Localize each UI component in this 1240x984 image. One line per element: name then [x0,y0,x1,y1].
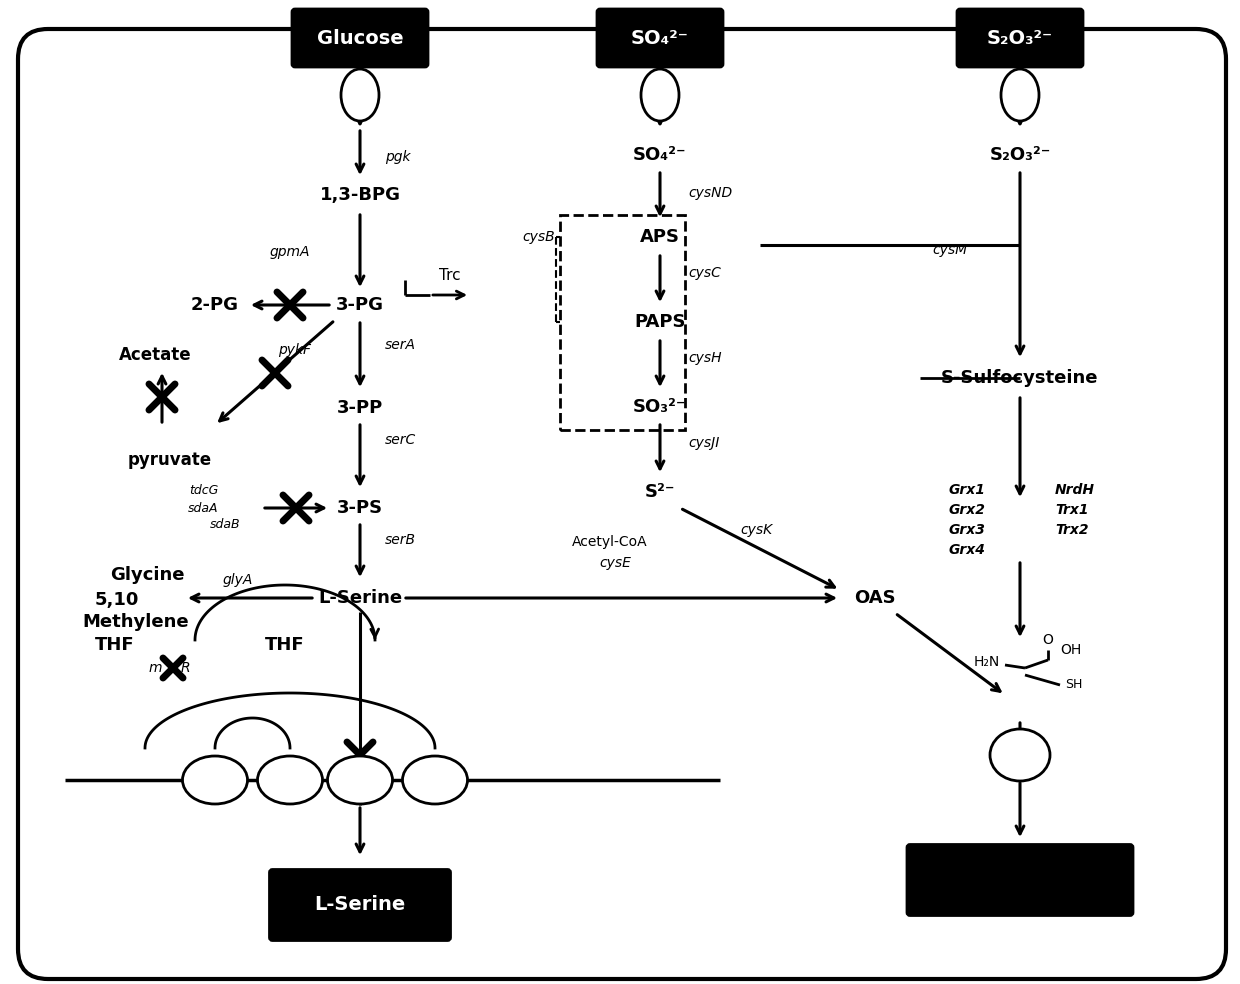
Text: serB: serB [384,533,415,547]
Text: pykF: pykF [279,343,311,357]
Text: gpmA: gpmA [269,245,310,259]
Text: glyA: glyA [223,573,253,587]
Text: cysM: cysM [932,243,967,257]
FancyBboxPatch shape [291,9,428,67]
Text: SO₃²⁻: SO₃²⁻ [634,398,687,416]
Text: sstT: sstT [201,773,229,787]
Text: Trc: Trc [439,268,461,282]
Text: cysB: cysB [522,230,556,244]
Text: SO₄²⁻: SO₄²⁻ [631,29,689,47]
Text: S²⁻: S²⁻ [645,483,676,501]
Text: cysH: cysH [688,351,722,365]
Text: THF: THF [265,636,305,654]
Text: O: O [1043,633,1054,647]
FancyBboxPatch shape [19,29,1226,979]
Text: 3-PP: 3-PP [337,399,383,417]
Text: Trx2: Trx2 [1055,523,1089,537]
Text: H₂N: H₂N [973,655,999,669]
Text: L-Serine: L-Serine [315,895,405,914]
Text: S₂O₃²⁻: S₂O₃²⁻ [990,146,1050,164]
Text: cysND: cysND [688,186,732,200]
Text: NrdH: NrdH [1055,483,1095,497]
Text: SO₄²⁻: SO₄²⁻ [634,146,687,164]
Text: Glycine: Glycine [110,566,185,584]
Text: sdaB: sdaB [210,519,241,531]
Ellipse shape [182,756,248,804]
Text: serC: serC [384,433,417,447]
Text: Acetyl-CoA: Acetyl-CoA [572,535,647,549]
Text: tdcC: tdcC [274,773,306,787]
Text: OH: OH [1060,643,1081,657]
Text: APS: APS [640,228,680,246]
Ellipse shape [641,69,680,121]
Text: L-Serine: L-Serine [317,589,402,607]
Text: cysJI: cysJI [688,436,719,450]
Ellipse shape [990,729,1050,781]
Ellipse shape [327,756,393,804]
FancyBboxPatch shape [596,9,723,67]
Text: pgk: pgk [384,150,410,164]
Text: OAS: OAS [854,589,895,607]
Text: cysK: cysK [740,523,773,537]
Text: cycA: cycA [343,773,377,787]
FancyBboxPatch shape [269,870,450,941]
Text: serA: serA [384,338,415,352]
Text: Glucose: Glucose [316,29,403,47]
Ellipse shape [1001,69,1039,121]
Text: R: R [180,661,190,675]
Text: pyruvate: pyruvate [128,451,212,469]
Text: cysC: cysC [688,266,720,280]
Text: S₂O₃²⁻: S₂O₃²⁻ [987,29,1053,47]
Text: sdaC: sdaC [418,773,453,787]
Text: 3-PG: 3-PG [336,296,384,314]
Text: 5,10: 5,10 [95,591,139,609]
Ellipse shape [341,69,379,121]
Text: Trx1: Trx1 [1055,503,1089,517]
Text: cysE: cysE [599,556,631,570]
Text: Grx3: Grx3 [949,523,985,537]
Text: sdaA: sdaA [187,502,218,515]
Text: 1,3-BPG: 1,3-BPG [320,186,401,204]
Text: 2-PG: 2-PG [191,296,239,314]
Text: Acetate: Acetate [119,346,191,364]
Ellipse shape [403,756,467,804]
Ellipse shape [258,756,322,804]
Text: 3-PS: 3-PS [337,499,383,517]
Text: SH: SH [1065,679,1083,692]
Text: PAPS: PAPS [634,313,686,331]
Text: S-Sulfocysteine: S-Sulfocysteine [941,369,1099,387]
FancyBboxPatch shape [957,9,1083,67]
Text: m: m [149,661,161,675]
Text: THF: THF [95,636,135,654]
Text: Grx4: Grx4 [949,543,985,557]
Text: Grx2: Grx2 [949,503,985,517]
Text: tdcG: tdcG [188,483,218,497]
FancyBboxPatch shape [906,844,1133,915]
Text: Grx1: Grx1 [949,483,985,497]
Text: Methylene: Methylene [82,613,188,631]
